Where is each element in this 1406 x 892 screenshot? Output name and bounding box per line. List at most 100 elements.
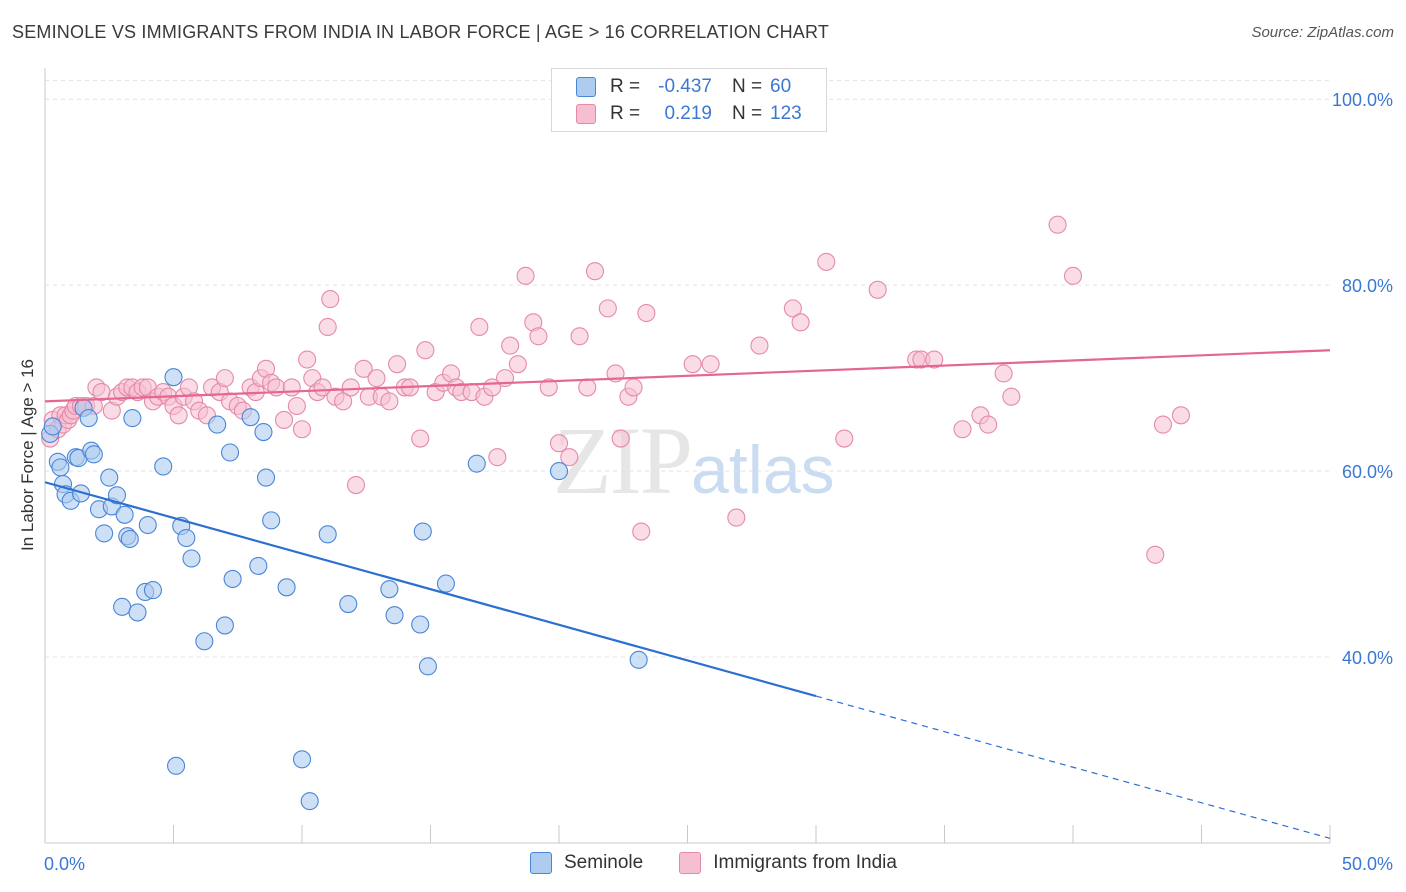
india-point xyxy=(388,355,407,374)
india-point xyxy=(318,317,337,337)
legend-swatch-india xyxy=(576,104,596,124)
india-point xyxy=(835,429,854,448)
india-point xyxy=(637,303,656,323)
india-point xyxy=(488,448,507,467)
seminole-point xyxy=(123,409,142,428)
india-point xyxy=(501,336,520,355)
seminole-point xyxy=(79,409,98,428)
seminole-point xyxy=(154,457,173,476)
seminole-point xyxy=(436,574,455,593)
india-point xyxy=(215,369,234,388)
seminole-point xyxy=(256,468,276,487)
seminole-point xyxy=(115,505,134,524)
india-trend-line xyxy=(44,349,1331,403)
seminole-point xyxy=(413,522,432,541)
india-point xyxy=(585,262,605,281)
legend-r-value: -0.437 xyxy=(658,76,712,97)
india-point xyxy=(292,420,312,439)
y-tick-label: 80.0% xyxy=(1342,276,1393,296)
india-point xyxy=(539,378,558,397)
india-point xyxy=(979,415,998,434)
seminole-point xyxy=(254,422,273,442)
y-axis-label: In Labor Force | Age > 16 xyxy=(18,358,37,552)
seminole-point xyxy=(277,578,296,597)
india-point xyxy=(470,317,489,337)
legend-n-value: 60 xyxy=(770,76,792,97)
seminole-point xyxy=(51,458,70,477)
india-point xyxy=(1063,266,1083,285)
india-point xyxy=(1002,387,1021,406)
india-point xyxy=(274,410,294,430)
seminole-point xyxy=(84,445,103,464)
series-legend-seminole[interactable]: Seminole xyxy=(530,852,643,874)
india-point xyxy=(367,369,386,388)
seminole-point xyxy=(385,606,404,625)
india-point xyxy=(727,508,746,527)
legend-r-value: 0.219 xyxy=(664,103,712,124)
india-point xyxy=(334,392,353,411)
watermark-atlas: atlas xyxy=(691,432,835,508)
india-point xyxy=(416,341,435,360)
india-point xyxy=(346,475,366,495)
y-tick-label: 100.0% xyxy=(1332,90,1393,110)
correlation-legend: R = -0.437 N = 60 R = 0.219 N = 123 xyxy=(551,68,827,132)
seminole-point xyxy=(300,792,319,811)
seminole-point xyxy=(549,462,569,481)
legend-n-value: 123 xyxy=(770,103,802,124)
seminole-point xyxy=(143,581,162,600)
india-point xyxy=(354,359,373,378)
india-point xyxy=(516,266,535,285)
seminole-trend-line xyxy=(44,481,817,698)
y-tick-label: 60.0% xyxy=(1342,462,1393,482)
india-point xyxy=(380,392,399,411)
seminole-point xyxy=(100,468,119,487)
seminole-point xyxy=(167,756,186,775)
legend-row-seminole: R = -0.437 N = 60 xyxy=(576,74,810,100)
seminole-point xyxy=(120,529,139,549)
x-tick-label: 0.0% xyxy=(44,854,85,874)
seminole-trend-extension xyxy=(815,695,1331,839)
seminole-point xyxy=(43,417,62,436)
source-label: Source: ZipAtlas.com xyxy=(1251,24,1394,41)
series-swatch-seminole xyxy=(530,852,552,874)
india-point xyxy=(1146,545,1165,564)
india-point xyxy=(1171,406,1190,425)
india-point xyxy=(624,378,643,397)
india-point xyxy=(411,429,430,448)
india-point xyxy=(321,290,340,309)
india-point xyxy=(632,522,651,541)
legend-r-label: R = xyxy=(610,76,641,97)
seminole-point xyxy=(249,556,268,575)
india-point xyxy=(570,327,589,346)
seminole-point xyxy=(262,511,281,530)
india-point xyxy=(1048,215,1067,234)
india-point xyxy=(994,364,1013,383)
india-point xyxy=(578,378,597,397)
india-point xyxy=(1153,415,1172,434)
legend-row-india: R = 0.219 N = 123 xyxy=(576,101,810,127)
seminole-point xyxy=(177,528,196,548)
seminole-point xyxy=(195,632,214,651)
seminole-point xyxy=(292,750,312,769)
seminole-point xyxy=(95,524,114,543)
india-point xyxy=(508,355,527,374)
y-tick-label: 40.0% xyxy=(1342,648,1393,668)
series-legend: Seminole Immigrants from India xyxy=(530,852,933,874)
seminole-point xyxy=(339,595,358,614)
seminole-point xyxy=(128,603,147,622)
seminole-point xyxy=(71,484,91,503)
seminole-point xyxy=(138,515,157,535)
india-point xyxy=(598,299,617,318)
india-point xyxy=(868,280,887,299)
legend-swatch-seminole xyxy=(576,77,596,97)
india-point xyxy=(750,336,769,355)
seminole-point xyxy=(629,650,648,669)
india-point xyxy=(791,313,810,332)
india-point xyxy=(925,350,944,369)
india-point xyxy=(549,434,569,453)
seminole-point xyxy=(467,454,486,473)
series-legend-india[interactable]: Immigrants from India xyxy=(679,852,897,874)
seminole-point xyxy=(411,615,430,634)
india-point xyxy=(341,378,360,397)
